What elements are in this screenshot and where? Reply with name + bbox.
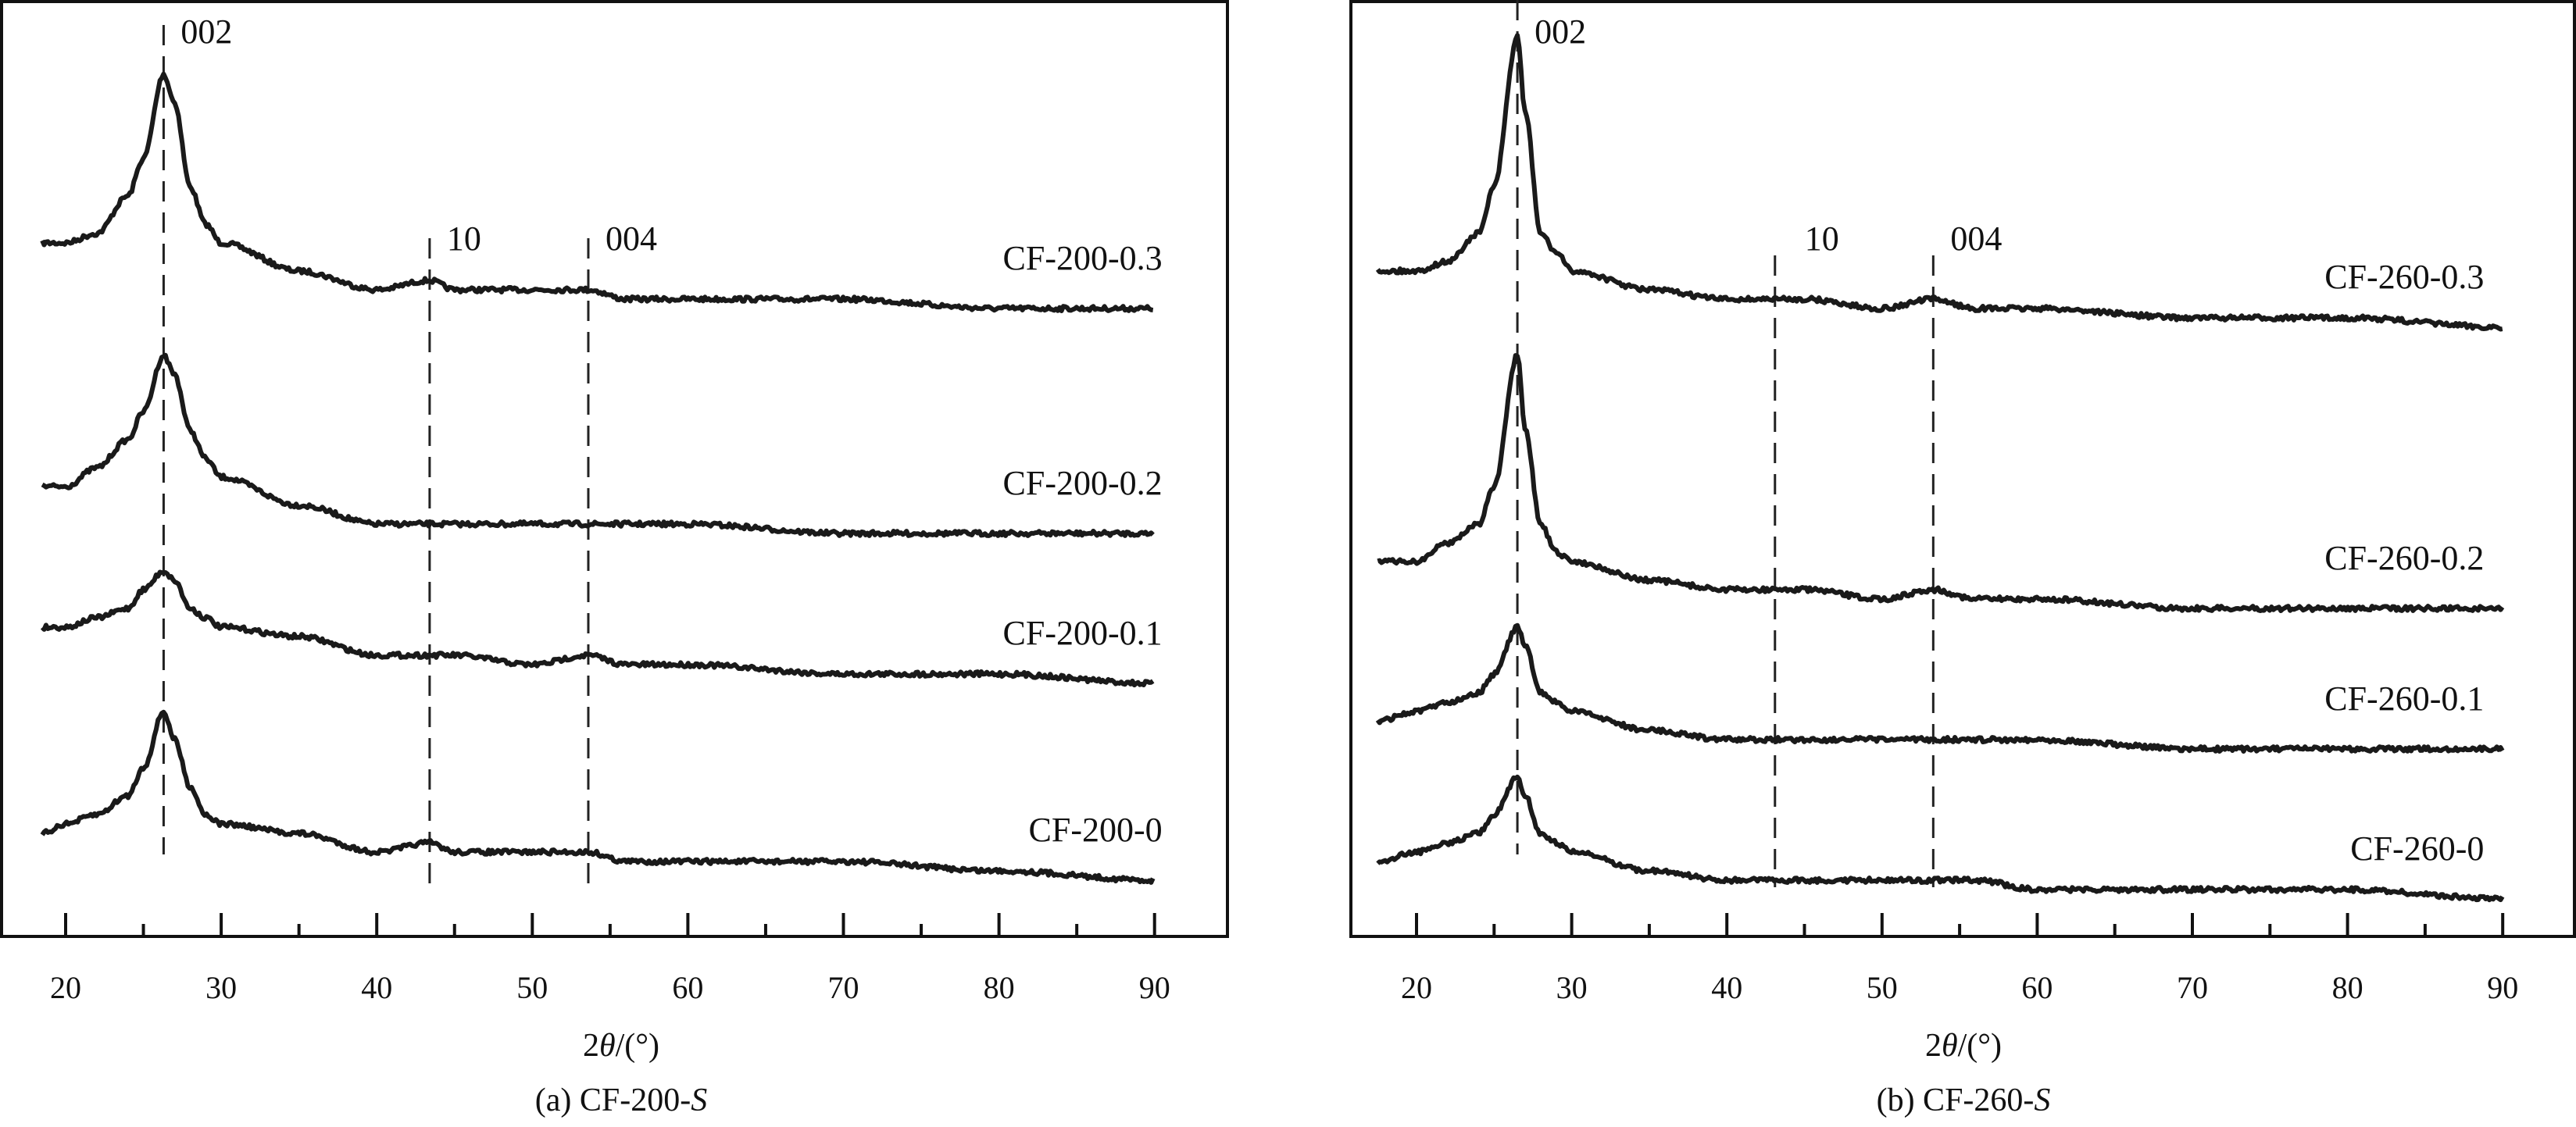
x-axis-label-part: /(°): [1958, 1028, 2002, 1064]
x-axis-label-part: /(°): [616, 1028, 659, 1064]
panel-caption: (a) CF-200-S: [535, 1082, 707, 1118]
x-tick-label: 50: [1867, 970, 1898, 1005]
panel-caption-text: (b) CF-260-: [1877, 1082, 2035, 1118]
panel-caption-italic: S: [2034, 1082, 2050, 1118]
plot-frame: [0, 0, 1229, 938]
series-line: [41, 352, 1155, 538]
x-tick-label: 20: [1401, 970, 1432, 1005]
x-tick-label: 80: [984, 970, 1015, 1005]
reflection-label: 002: [180, 12, 232, 51]
x-tick-label: 40: [361, 970, 392, 1005]
series-label: CF-200-0: [1029, 811, 1163, 849]
reflection-label: 10: [447, 219, 481, 258]
series-label: CF-260-0.2: [2324, 539, 2484, 577]
panel-caption-italic: S: [691, 1082, 707, 1118]
x-tick-label: 60: [672, 970, 703, 1005]
series-line: [40, 71, 1154, 313]
series-line: [1377, 353, 2505, 613]
panel-a-cf-200: 20 30 40 50 60 70 80 90 002 10 004 CF-200-0.3 CF-200…: [0, 0, 1229, 1118]
series-label: CF-260-0.3: [2324, 258, 2484, 296]
series-label: CF-200-0.2: [1003, 464, 1163, 502]
series-label: CF-260-0: [2350, 829, 2484, 868]
series-line: [1375, 622, 2505, 754]
x-tick-label: 80: [2332, 970, 2363, 1005]
x-axis-label-theta: θ: [599, 1028, 616, 1064]
x-axis-label-theta: θ: [1942, 1028, 1958, 1064]
panel-b-cf-260: 20 30 40 50 60 70 80 90 002 10 004 CF-260-0.3 CF-260…: [1349, 0, 2576, 1118]
x-tick-label: 70: [2177, 970, 2208, 1005]
x-tick-label: 40: [1711, 970, 1742, 1005]
reflection-label: 004: [606, 219, 657, 258]
reflection-label: 002: [1535, 12, 1586, 51]
series-label: CF-260-0.1: [2324, 679, 2484, 718]
panel-caption-text: (a) CF-200-: [535, 1082, 691, 1118]
x-tick-label: 60: [2021, 970, 2053, 1005]
x-tick-label: 30: [205, 970, 237, 1005]
x-tick-label: 70: [828, 970, 859, 1005]
series-label: CF-200-0.1: [1003, 614, 1163, 652]
series-label: CF-200-0.3: [1003, 239, 1163, 277]
reflection-label: 004: [1950, 219, 2002, 258]
series-line: [40, 569, 1155, 688]
x-axis-label-part: 2: [1925, 1028, 1942, 1064]
x-tick-label: 20: [50, 970, 81, 1005]
series-line: [1376, 774, 2505, 903]
plot-frame: [1349, 0, 2576, 938]
panel-caption: (b) CF-260-S: [1877, 1082, 2051, 1118]
x-tick-label: 50: [516, 970, 548, 1005]
x-axis-label-part: 2: [583, 1028, 599, 1064]
series-line: [1375, 33, 2503, 332]
series-line: [40, 709, 1156, 885]
x-tick-label: 90: [2487, 970, 2518, 1005]
x-tick-label: 30: [1556, 970, 1588, 1005]
x-axis-label: 2θ/(°): [583, 1028, 659, 1064]
reflection-label: 10: [1805, 219, 1839, 258]
x-axis-label: 2θ/(°): [1925, 1028, 2002, 1064]
x-tick-label: 90: [1139, 970, 1170, 1005]
